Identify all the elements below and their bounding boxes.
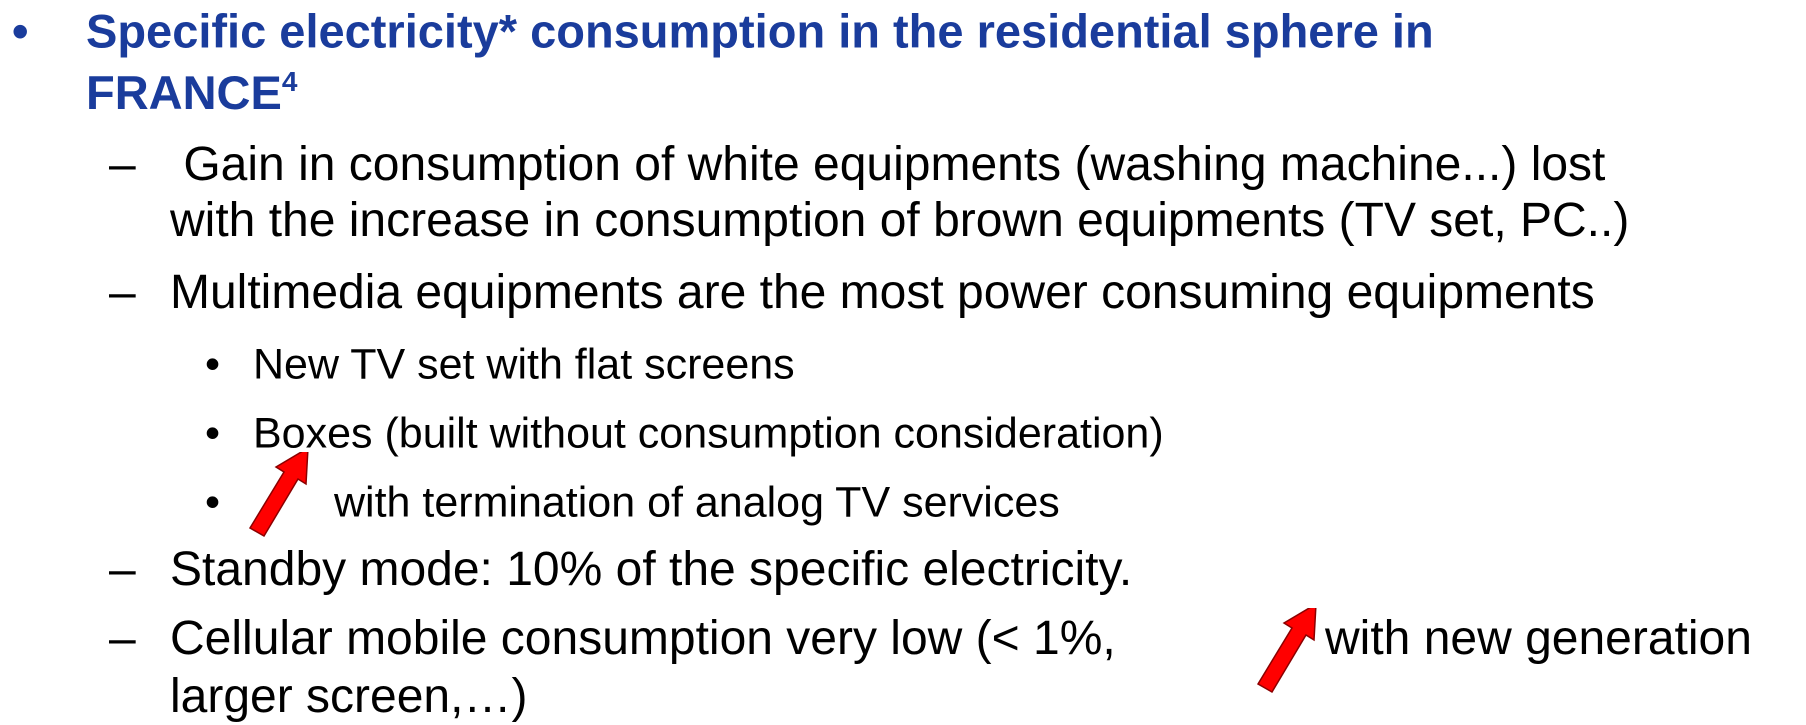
item-line: Cellular mobile consumption very low (< … <box>170 612 1116 665</box>
title-line: FRANCE4 <box>86 66 298 119</box>
dash: – <box>109 138 136 191</box>
item-line: Gain in consumption of white equipments … <box>170 138 1606 191</box>
up-arrow <box>1256 608 1317 694</box>
item-line: with new generation <box>1325 612 1752 665</box>
bullet: • <box>12 4 29 58</box>
bullet: • <box>205 409 221 458</box>
title-text: FRANCE <box>86 66 282 119</box>
dash: – <box>109 266 136 319</box>
item-line: Standby mode: 10% of the specific electr… <box>170 543 1133 596</box>
item-line: with the increase in consumption of brow… <box>170 194 1630 247</box>
dash: – <box>109 543 136 596</box>
superscript: 4 <box>281 66 298 97</box>
subitem: Boxes (built without consumption conside… <box>253 409 1164 458</box>
bullet: • <box>205 478 221 527</box>
subitem: with termination of analog TV services <box>334 478 1060 527</box>
item-line: larger screen,…) <box>170 670 528 723</box>
item-line: Multimedia equipments are the most power… <box>170 266 1595 319</box>
up-arrow <box>248 452 309 538</box>
dash: – <box>109 612 136 665</box>
title-line: Specific electricity* consumption in the… <box>86 4 1434 58</box>
bullet: • <box>205 340 221 389</box>
subitem: New TV set with flat screens <box>253 340 795 389</box>
